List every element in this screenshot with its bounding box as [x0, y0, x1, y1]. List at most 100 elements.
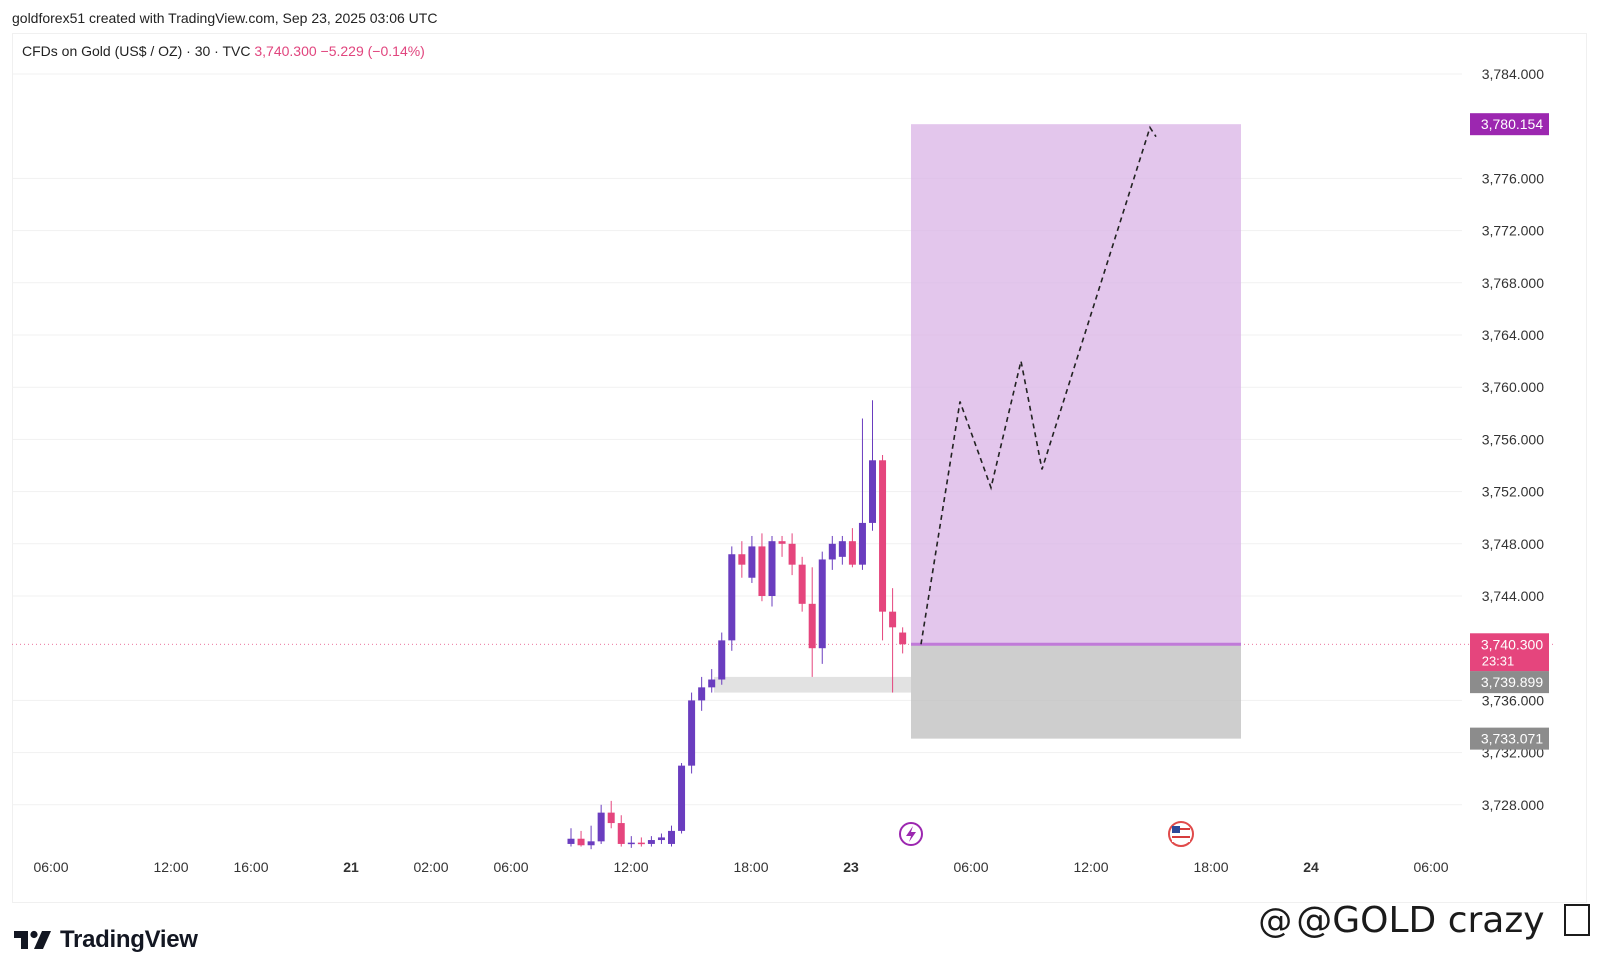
price-tick-label: 3,728.000 — [1482, 797, 1544, 813]
watermark-text: @GOLD crazy — [1296, 900, 1545, 941]
candle-body — [758, 546, 766, 596]
candle — [708, 669, 716, 693]
last-price-badge-label: 3,740.300 — [1481, 636, 1543, 652]
candle-body — [798, 564, 806, 604]
candle-body — [647, 840, 655, 844]
box-icon — [1564, 904, 1590, 936]
stop-price-badge: 3,733.071 — [1470, 727, 1549, 750]
candle — [617, 815, 625, 847]
candle — [748, 535, 756, 583]
candle — [577, 830, 585, 847]
candle-body — [889, 611, 897, 628]
candle-body — [728, 554, 736, 641]
last-price-badge-bg — [1470, 633, 1549, 672]
price-tick-label: 3,752.000 — [1482, 484, 1544, 500]
flag-stripe — [1172, 840, 1190, 842]
event-markers[interactable] — [899, 821, 1194, 847]
candle-body — [607, 812, 615, 824]
mid-price-badge-label: 3,739.899 — [1481, 674, 1543, 690]
target-price-badge-bg — [1470, 113, 1549, 136]
flag-stripe — [1172, 832, 1190, 834]
candle — [567, 828, 575, 847]
candle-body — [587, 841, 595, 846]
candle — [668, 825, 675, 847]
candle — [728, 546, 736, 651]
flag-stripe — [1172, 836, 1190, 838]
candle-body — [818, 559, 826, 649]
candle-body — [848, 541, 856, 565]
legend-change: −5.229 (−0.14%) — [320, 43, 425, 59]
time-tick-label: 06:00 — [33, 859, 68, 875]
candle-body — [637, 842, 645, 845]
target-zone[interactable] — [911, 124, 1241, 645]
time-tick-label: 12:00 — [1073, 859, 1108, 875]
candle — [647, 836, 655, 847]
candle-body — [788, 543, 796, 565]
candle — [838, 535, 846, 565]
price-tick-label: 3,744.000 — [1482, 588, 1544, 604]
candle — [869, 400, 876, 531]
candle-body — [597, 812, 605, 842]
candle-body — [808, 603, 816, 649]
candle — [698, 676, 706, 711]
candle-body — [698, 687, 706, 701]
candle — [768, 535, 776, 607]
price-tick-label: 3,748.000 — [1482, 536, 1544, 552]
candle-body — [768, 541, 776, 596]
position-zones[interactable] — [714, 124, 1241, 739]
candle — [848, 528, 856, 568]
lightning-event-icon[interactable] — [899, 822, 923, 846]
time-tick-label: 18:00 — [733, 859, 768, 875]
candle-body — [748, 546, 756, 578]
price-tick-label: 3,756.000 — [1482, 431, 1544, 447]
candle — [758, 533, 766, 602]
projection-line[interactable] — [920, 125, 1157, 645]
price-tick-label: 3,772.000 — [1482, 223, 1544, 239]
mid-price-badge-bg — [1470, 671, 1549, 694]
time-axis[interactable]: 06:00 12:00 16:00 21 02:00 06:00 12:00 18:00 23 0… — [33, 859, 1448, 875]
candle — [788, 533, 796, 576]
candle-body — [567, 838, 575, 844]
candle-body — [708, 679, 716, 688]
flag-canton — [1172, 826, 1180, 833]
time-tick-label: 12:00 — [613, 859, 648, 875]
legend-price: 3,740.300 — [254, 43, 317, 59]
support-zone[interactable] — [714, 676, 1092, 693]
candle — [808, 567, 816, 677]
tradingview-logo-icon — [14, 930, 51, 949]
last-price-badge-countdown: 23:31 — [1482, 653, 1515, 668]
candle-body — [838, 541, 846, 557]
time-tick-label: 12:00 — [153, 859, 188, 875]
candle — [718, 632, 726, 685]
time-tick-label: 02:00 — [413, 859, 448, 875]
brand-name: TradingView — [60, 926, 198, 953]
lightning-glyph — [906, 826, 916, 842]
stop-price-badge-label: 3,733.071 — [1481, 731, 1543, 747]
price-tick-label: 3,736.000 — [1482, 692, 1544, 708]
time-tick-label: 21 — [343, 859, 359, 875]
candle-body — [617, 823, 625, 844]
price-tick-label: 3,776.000 — [1482, 170, 1544, 186]
chart-caption: goldforex51 created with TradingView.com… — [12, 10, 438, 26]
chart-canvas[interactable]: 3,784.000 3,776.000 3,772.000 3,768.000 3,76… — [0, 0, 1600, 900]
mid-price-badge: 3,739.899 — [1470, 671, 1549, 694]
candle — [607, 800, 615, 829]
symbol-legend[interactable]: CFDs on Gold (US$ / OZ) · 30 · TVC 3,740… — [22, 43, 425, 59]
candle-body — [688, 700, 696, 766]
target-price-badge-label: 3,780.154 — [1481, 116, 1543, 132]
price-axis[interactable]: 3,784.000 3,776.000 3,772.000 3,768.000 3,76… — [1482, 66, 1544, 813]
tradingview-logo[interactable]: TradingView — [14, 926, 198, 954]
candle — [879, 455, 887, 641]
projection-path[interactable] — [920, 125, 1157, 645]
chart-pane[interactable] — [12, 33, 1587, 903]
candle — [858, 418, 866, 570]
candle-body — [678, 765, 686, 831]
candle-body — [718, 640, 726, 680]
candle-body — [577, 838, 585, 846]
candle — [798, 556, 806, 612]
us-flag-event-icon[interactable] — [1168, 821, 1194, 847]
price-tick-label: 3,764.000 — [1482, 327, 1544, 343]
candle — [828, 535, 836, 570]
candle — [657, 833, 665, 844]
